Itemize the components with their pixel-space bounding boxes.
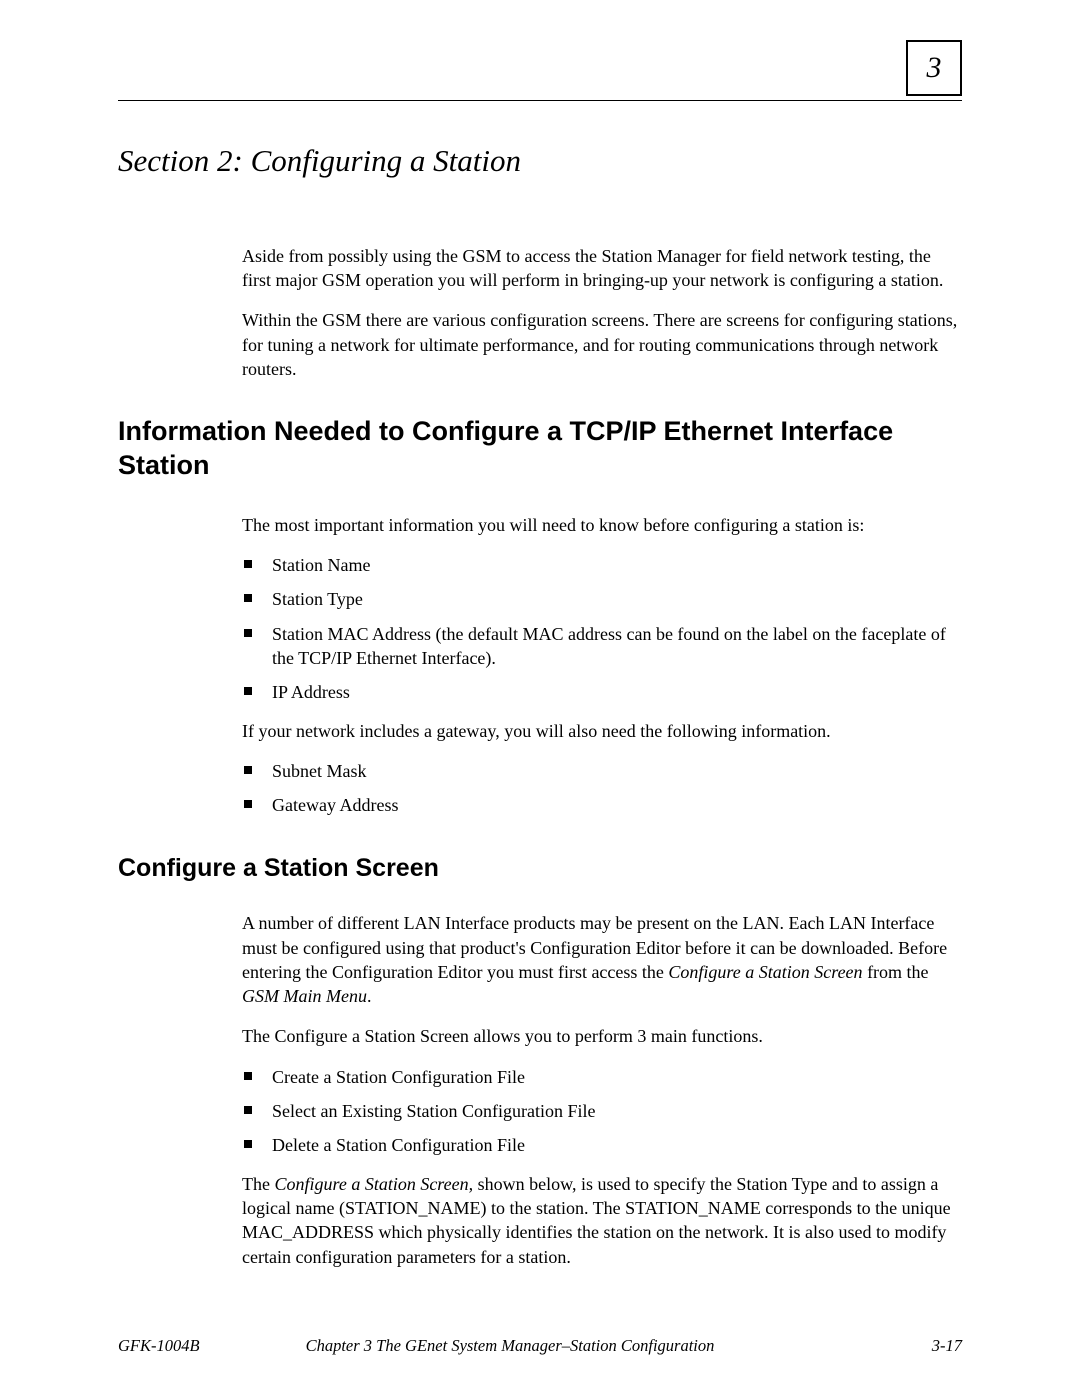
configure-paragraph-2: The Configure a Station Screen allows yo… xyxy=(242,1024,962,1048)
page-footer: GFK-1004B Chapter 3 The GEnet System Man… xyxy=(118,1335,962,1357)
emphasis-configure-station-screen: Configure a Station Screen xyxy=(668,962,862,982)
text-run: from the xyxy=(863,962,929,982)
text-run: . xyxy=(367,986,372,1006)
page: 3 Section 2: Configuring a Station Aside… xyxy=(0,0,1080,1397)
list-item: Station Name xyxy=(242,553,962,577)
list-item: IP Address xyxy=(242,680,962,704)
list-item: Gateway Address xyxy=(242,793,962,817)
info-intro: The most important information you will … xyxy=(242,513,962,537)
heading-information-needed: Information Needed to Configure a TCP/IP… xyxy=(118,415,962,483)
configure-block: A number of different LAN Interface prod… xyxy=(242,911,962,1269)
emphasis-configure-station-screen: Configure a Station Screen, xyxy=(274,1174,473,1194)
info-list-1: Station Name Station Type Station MAC Ad… xyxy=(242,553,962,704)
chapter-number: 3 xyxy=(927,48,942,89)
intro-paragraph-2: Within the GSM there are various configu… xyxy=(242,308,962,381)
list-item: Create a Station Configuration File xyxy=(242,1065,962,1089)
emphasis-gsm-main-menu: GSM Main Menu xyxy=(242,986,367,1006)
footer-doc-id: GFK-1004B xyxy=(118,1335,200,1357)
list-item: Subnet Mask xyxy=(242,759,962,783)
configure-functions-list: Create a Station Configuration File Sele… xyxy=(242,1065,962,1158)
intro-paragraph-1: Aside from possibly using the GSM to acc… xyxy=(242,244,962,293)
list-item: Select an Existing Station Configuration… xyxy=(242,1099,962,1123)
info-gateway-intro: If your network includes a gateway, you … xyxy=(242,719,962,743)
section-title: Section 2: Configuring a Station xyxy=(118,140,962,182)
configure-paragraph-3: The Configure a Station Screen, shown be… xyxy=(242,1172,962,1269)
heading-configure-station-screen: Configure a Station Screen xyxy=(118,852,962,886)
list-item: Delete a Station Configuration File xyxy=(242,1133,962,1157)
info-list-2: Subnet Mask Gateway Address xyxy=(242,759,962,818)
info-block: The most important information you will … xyxy=(242,513,962,818)
text-run: The xyxy=(242,1174,274,1194)
chapter-number-box: 3 xyxy=(906,40,962,96)
header-rule xyxy=(118,100,962,101)
intro-block: Aside from possibly using the GSM to acc… xyxy=(242,244,962,381)
list-item: Station MAC Address (the default MAC add… xyxy=(242,622,962,671)
configure-paragraph-1: A number of different LAN Interface prod… xyxy=(242,911,962,1008)
list-item: Station Type xyxy=(242,587,962,611)
footer-page-number: 3-17 xyxy=(932,1335,962,1357)
footer-chapter-title: Chapter 3 The GEnet System Manager–Stati… xyxy=(200,1335,932,1357)
